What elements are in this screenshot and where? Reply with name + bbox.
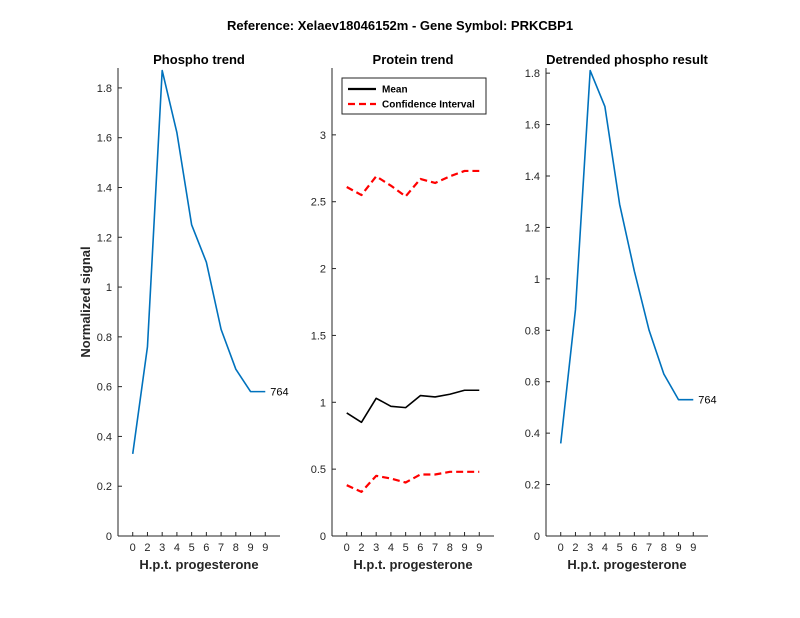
x-tick-label: 4 xyxy=(174,542,180,554)
x-tick-label: 9 xyxy=(675,542,681,554)
figure-title: Reference: Xelaev18046152m - Gene Symbol… xyxy=(227,18,573,33)
legend: Mean Confidence Interval xyxy=(341,77,487,115)
series-line-1 xyxy=(559,69,694,444)
x-axis-label: H.p.t. progesterone xyxy=(353,557,472,572)
x-tick-label: 9 xyxy=(461,542,467,554)
x-tick-label: 7 xyxy=(646,542,652,554)
x-tick-label: 8 xyxy=(233,542,239,554)
series-line-1 xyxy=(131,69,266,454)
y-tick-label: 1.4 xyxy=(97,182,112,194)
x-tick-label: 5 xyxy=(617,542,623,554)
x-tick-label: 7 xyxy=(218,542,224,554)
y-tick-label: 1.6 xyxy=(97,133,112,145)
x-tick-label: 5 xyxy=(189,542,195,554)
y-tick-label: 0.2 xyxy=(525,480,540,492)
panel-title: Phospho trend xyxy=(153,52,245,67)
y-tick-label: 1 xyxy=(106,282,112,294)
y-tick-label: 0.2 xyxy=(97,481,112,493)
x-tick-label: 4 xyxy=(602,542,608,554)
y-tick-label: 0.6 xyxy=(525,377,540,389)
x-tick-label: 6 xyxy=(631,542,637,554)
legend-entry: Confidence Interval xyxy=(382,100,475,111)
x-tick-label: 5 xyxy=(403,542,409,554)
x-tick-label: 2 xyxy=(572,542,578,554)
x-axis-label: H.p.t. progesterone xyxy=(139,557,258,572)
end-label: 764 xyxy=(698,395,716,407)
panels: Phospho trend 0 0.2 0.4 0.6 0.8 1 1.2 1.4 1.6 1.8 0… xyxy=(78,52,717,572)
y-tick-label: 1.2 xyxy=(525,222,540,234)
series-line-2 xyxy=(346,169,480,198)
panel-title: Detrended phospho result xyxy=(546,52,708,67)
y-tick-label: 1.8 xyxy=(97,83,112,95)
end-label: 764 xyxy=(270,387,288,399)
x-tick-label: 9 xyxy=(476,542,482,554)
series-line-3 xyxy=(346,470,480,493)
y-tick-label: 0 xyxy=(534,531,540,543)
y-axis-label: Normalized signal xyxy=(78,246,93,357)
x-tick-label: 0 xyxy=(558,542,564,554)
x-tick-label: 3 xyxy=(159,542,165,554)
panel-3: Detrended phospho result 0 0.2 0.4 0.6 0.8 1 1.… xyxy=(525,52,717,572)
panel-1: Phospho trend 0 0.2 0.4 0.6 0.8 1 1.2 1.4 1.6 1.8 0… xyxy=(78,52,289,572)
y-tick-label: 0.4 xyxy=(97,431,112,443)
x-tick-label: 4 xyxy=(388,542,394,554)
y-tick-label: 1.5 xyxy=(311,330,326,342)
x-tick-label: 3 xyxy=(587,542,593,554)
y-tick-label: 0.8 xyxy=(525,325,540,337)
panel-title: Protein trend xyxy=(373,52,454,67)
y-tick-label: 1 xyxy=(534,274,540,286)
y-tick-label: 0.6 xyxy=(97,382,112,394)
x-tick-label: 0 xyxy=(344,542,350,554)
x-tick-label: 7 xyxy=(432,542,438,554)
y-tick-label: 0 xyxy=(106,531,112,543)
y-tick-label: 1 xyxy=(320,397,326,409)
y-tick-label: 2 xyxy=(320,264,326,276)
legend-entry: Mean xyxy=(382,85,408,96)
x-tick-label: 8 xyxy=(661,542,667,554)
x-tick-label: 8 xyxy=(447,542,453,554)
y-tick-label: 1.4 xyxy=(525,171,540,183)
y-tick-label: 0 xyxy=(320,531,326,543)
y-tick-label: 2.5 xyxy=(311,197,326,209)
legend-box xyxy=(341,77,487,115)
x-tick-label: 6 xyxy=(417,542,423,554)
y-tick-label: 1.6 xyxy=(525,120,540,132)
x-tick-label: 6 xyxy=(203,542,209,554)
x-tick-label: 0 xyxy=(130,542,136,554)
y-tick-label: 3 xyxy=(320,130,326,142)
y-tick-label: 1.8 xyxy=(525,68,540,80)
x-tick-label: 2 xyxy=(144,542,150,554)
x-tick-label: 3 xyxy=(373,542,379,554)
y-tick-label: 0.5 xyxy=(311,464,326,476)
series-line-1 xyxy=(346,389,480,424)
x-tick-label: 9 xyxy=(262,542,268,554)
x-axis-label: H.p.t. progesterone xyxy=(567,557,686,572)
y-tick-label: 1.2 xyxy=(97,232,112,244)
y-tick-label: 0.4 xyxy=(525,428,540,440)
y-tick-label: 0.8 xyxy=(97,332,112,344)
x-tick-label: 2 xyxy=(358,542,364,554)
x-tick-label: 9 xyxy=(690,542,696,554)
x-tick-label: 9 xyxy=(247,542,253,554)
